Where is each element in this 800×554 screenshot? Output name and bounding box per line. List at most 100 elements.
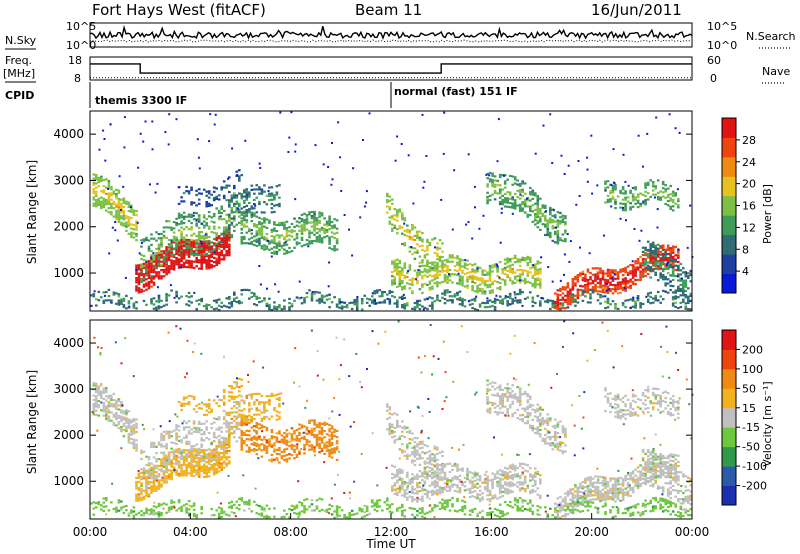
range-gate-cell xyxy=(661,246,665,249)
range-gate-cell xyxy=(629,280,632,283)
range-gate-cell xyxy=(498,184,502,187)
range-gate-cell xyxy=(513,203,517,206)
range-gate-cell xyxy=(192,448,196,451)
range-gate-cell xyxy=(381,295,384,298)
range-gate-cell xyxy=(207,448,211,451)
range-gate-cell xyxy=(549,231,552,234)
range-gate-cell xyxy=(611,279,615,282)
range-gate-cell xyxy=(518,191,522,194)
range-gate-cell xyxy=(634,266,637,269)
range-gate-cell xyxy=(220,468,223,471)
range-gate-cell xyxy=(210,259,213,263)
range-gate-cell xyxy=(243,237,246,241)
range-gate-cell xyxy=(408,246,412,249)
range-gate-cell xyxy=(136,221,139,224)
range-gate-cell xyxy=(481,279,484,282)
range-gate-cell xyxy=(446,265,449,268)
range-gate-cell xyxy=(664,196,667,199)
range-gate-cell xyxy=(391,262,394,265)
range-gate-cell xyxy=(92,384,96,387)
range-gate-cell xyxy=(498,301,502,304)
range-gate-cell xyxy=(656,249,660,252)
range-gate-cell xyxy=(634,283,637,286)
range-gate-cell xyxy=(205,307,208,310)
range-gate-cell xyxy=(426,298,429,301)
frequency-panel-frame xyxy=(89,56,693,81)
range-gate-cell xyxy=(677,289,680,292)
range-gate-cell xyxy=(95,395,98,398)
range-gate-cell xyxy=(168,113,171,116)
range-gate-cell xyxy=(268,194,271,197)
range-gate-cell xyxy=(483,292,487,295)
range-gate-cell xyxy=(228,176,231,179)
range-gate-cell xyxy=(110,301,113,304)
range-gate-cell xyxy=(170,475,173,479)
range-gate-cell xyxy=(205,234,208,237)
range-gate-cell xyxy=(145,261,148,264)
range-gate-cell xyxy=(413,277,417,280)
range-gate-cell xyxy=(145,272,148,275)
range-gate-cell xyxy=(664,184,667,187)
range-gate-cell xyxy=(263,246,266,249)
range-gate-cell xyxy=(610,205,613,208)
range-gate-cell xyxy=(629,206,632,209)
range-gate-cell xyxy=(185,240,188,243)
range-gate-cell xyxy=(428,286,432,289)
range-gate-cell xyxy=(170,289,173,292)
range-gate-cell xyxy=(689,299,693,303)
range-gate-cell xyxy=(135,495,138,498)
range-gate-cell xyxy=(666,272,670,275)
range-gate-cell xyxy=(611,283,615,287)
range-gate-cell xyxy=(222,241,226,244)
range-gate-cell xyxy=(651,243,655,246)
range-gate-cell xyxy=(529,267,532,270)
range-gate-cell xyxy=(185,265,188,269)
range-gate-cell xyxy=(210,220,213,223)
range-gate-cell xyxy=(571,295,575,298)
range-gate-cell xyxy=(210,468,213,471)
range-gate-cell xyxy=(290,303,294,306)
range-gate-cell xyxy=(574,298,577,301)
range-gate-cell xyxy=(263,446,266,449)
range-gate-cell xyxy=(614,271,617,274)
range-gate-cell xyxy=(651,249,655,253)
range-gate-cell xyxy=(669,259,672,262)
range-gate-cell xyxy=(599,286,602,289)
range-gate-cell xyxy=(235,209,239,212)
range-gate-cell xyxy=(180,259,183,263)
range-gate-cell xyxy=(383,301,387,304)
range-gate-cell xyxy=(649,266,652,269)
range-gate-cell xyxy=(110,188,113,191)
range-gate-cell xyxy=(150,243,153,246)
range-gate-cell xyxy=(549,213,552,216)
range-gate-cell xyxy=(190,213,193,216)
range-gate-cell xyxy=(147,285,151,288)
range-gate-cell xyxy=(180,441,183,444)
range-gate-cell xyxy=(521,188,524,191)
range-gate-cell xyxy=(197,467,201,470)
range-gate-cell xyxy=(308,232,311,235)
range-gate-cell xyxy=(682,294,685,297)
range-gate-cell xyxy=(253,198,256,201)
range-gate-cell xyxy=(523,211,527,214)
range-gate-cell xyxy=(200,297,203,301)
range-gate-cell xyxy=(115,209,118,212)
range-gate-cell xyxy=(523,192,527,195)
range-gate-cell xyxy=(205,265,208,268)
range-gate-cell xyxy=(195,463,198,466)
range-gate-cell xyxy=(182,463,186,466)
range-gate-cell xyxy=(513,199,517,202)
range-gate-cell xyxy=(162,451,166,454)
range-gate-cell xyxy=(295,453,299,456)
range-gate-cell xyxy=(436,248,439,251)
range-gate-cell xyxy=(458,262,462,265)
range-gate-cell xyxy=(142,283,146,286)
range-gate-cell xyxy=(265,451,269,454)
range-gate-cell xyxy=(213,251,216,254)
range-gate-cell xyxy=(152,481,156,484)
range-gate-cell xyxy=(167,469,171,472)
range-gate-cell xyxy=(518,293,522,296)
range-gate-cell xyxy=(401,297,404,300)
range-gate-cell xyxy=(119,209,122,211)
range-gate-cell xyxy=(410,246,413,248)
